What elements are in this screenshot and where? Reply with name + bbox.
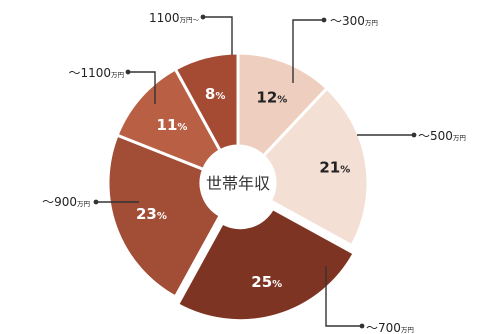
leader-dot	[125, 69, 131, 75]
category-labels: ～300万円 ～500万円 ～700万円 ～900万円 ～1100万円 1100万円～	[42, 11, 466, 334]
leader-line	[203, 16, 233, 55]
slice-category-label: ～500万円	[418, 129, 466, 143]
leader-dot	[93, 199, 99, 205]
slice-category-label: ～900万円	[42, 195, 90, 209]
leader-line	[325, 266, 362, 327]
percentage-labels: 12% 21% 25% 23% 11% 8%	[136, 85, 350, 291]
slice-percentage-label: 23%	[136, 205, 167, 223]
donut-hole	[201, 146, 275, 220]
slice-percentage-label: 8%	[205, 85, 225, 103]
donut-slice	[175, 206, 357, 323]
slice-percentage-label: 11%	[157, 116, 188, 134]
slice-percentage-label: 25%	[251, 273, 282, 291]
leader-line	[292, 19, 324, 83]
leader-dot	[411, 132, 417, 138]
slice-percentage-label: 12%	[256, 88, 287, 106]
leader-dot	[200, 14, 206, 20]
leader-lines	[93, 14, 417, 329]
slice-category-label: ～300万円	[330, 14, 378, 28]
donut-slices	[106, 51, 370, 323]
slice-category-label: 1100万円～	[149, 11, 200, 25]
slice-percentage-label: 21%	[319, 159, 350, 177]
leader-dot	[359, 323, 365, 329]
slice-category-label: ～1100万円	[68, 66, 124, 80]
leader-line	[128, 71, 156, 104]
slice-category-label: ～700万円	[366, 321, 414, 334]
leader-dot	[321, 17, 327, 23]
center-label: 世帯年収	[206, 174, 270, 193]
